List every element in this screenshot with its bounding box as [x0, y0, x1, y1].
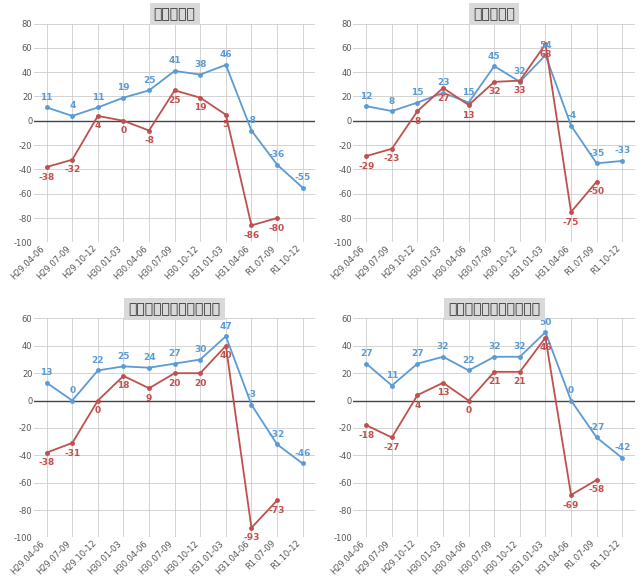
Text: -27: -27: [384, 443, 400, 452]
Text: 23: 23: [437, 78, 449, 87]
Text: 30: 30: [194, 345, 207, 354]
Text: 22: 22: [92, 356, 104, 365]
Text: 33: 33: [514, 86, 526, 95]
Text: 0: 0: [121, 127, 126, 135]
Text: -50: -50: [589, 187, 605, 196]
Text: 0: 0: [69, 386, 75, 395]
Text: -46: -46: [295, 449, 311, 458]
Text: 8: 8: [414, 117, 421, 125]
Text: -38: -38: [39, 458, 55, 467]
Title: 総受注戸数: 総受注戸数: [153, 7, 196, 21]
Text: -23: -23: [384, 154, 400, 163]
Text: 9: 9: [146, 394, 152, 403]
Text: 4: 4: [94, 121, 101, 131]
Text: 27: 27: [437, 93, 449, 103]
Text: 27: 27: [360, 349, 372, 358]
Text: 32: 32: [488, 87, 501, 96]
Text: 32: 32: [437, 342, 449, 351]
Text: 20: 20: [194, 379, 207, 388]
Text: 13: 13: [462, 111, 475, 120]
Text: 20: 20: [168, 379, 181, 388]
Text: 32: 32: [488, 342, 501, 351]
Text: 50: 50: [539, 318, 551, 326]
Text: 25: 25: [168, 96, 181, 105]
Text: -42: -42: [614, 444, 630, 452]
Title: 戸建て注文住宅受注金額: 戸建て注文住宅受注金額: [448, 302, 541, 316]
Text: 11: 11: [386, 371, 398, 380]
Text: 19: 19: [117, 83, 130, 92]
Text: 54: 54: [539, 41, 551, 50]
Text: 13: 13: [40, 368, 53, 377]
Text: 4: 4: [69, 101, 76, 110]
Text: -31: -31: [64, 448, 80, 458]
Text: -75: -75: [563, 217, 579, 227]
Text: 5: 5: [223, 120, 229, 129]
Text: 11: 11: [92, 93, 104, 102]
Text: 45: 45: [488, 51, 501, 61]
Text: 27: 27: [168, 349, 181, 358]
Text: 27: 27: [411, 349, 424, 358]
Text: -27: -27: [589, 423, 605, 432]
Text: -4: -4: [566, 111, 576, 120]
Text: -29: -29: [358, 161, 374, 171]
Text: -8: -8: [144, 136, 154, 145]
Text: -33: -33: [614, 146, 630, 155]
Text: 12: 12: [360, 92, 372, 101]
Text: 11: 11: [40, 93, 53, 102]
Text: -86: -86: [243, 231, 259, 240]
Text: 25: 25: [143, 76, 155, 85]
Text: 19: 19: [194, 103, 207, 113]
Text: -32: -32: [269, 430, 285, 439]
Text: -32: -32: [64, 165, 80, 174]
Text: 0: 0: [568, 386, 574, 395]
Text: -3: -3: [247, 390, 256, 399]
Text: -36: -36: [269, 150, 285, 159]
Text: -38: -38: [39, 173, 55, 181]
Text: -55: -55: [295, 173, 311, 182]
Text: 0: 0: [465, 406, 472, 415]
Text: 21: 21: [488, 377, 501, 387]
Text: 63: 63: [539, 50, 551, 59]
Text: 15: 15: [412, 88, 424, 97]
Text: 25: 25: [117, 352, 130, 361]
Text: 18: 18: [117, 381, 130, 391]
Text: -93: -93: [243, 533, 259, 542]
Text: 38: 38: [194, 60, 207, 69]
Text: 46: 46: [539, 343, 551, 352]
Text: -35: -35: [589, 149, 605, 158]
Text: -80: -80: [269, 224, 285, 233]
Text: -73: -73: [269, 506, 285, 515]
Text: -8: -8: [247, 116, 256, 125]
Text: 40: 40: [220, 352, 232, 360]
Text: 46: 46: [220, 50, 232, 59]
Text: 47: 47: [220, 322, 232, 331]
Title: 総受注金額: 総受注金額: [473, 7, 516, 21]
Title: 戸建て注文住宅受注戸数: 戸建て注文住宅受注戸数: [128, 302, 221, 316]
Text: -18: -18: [358, 431, 374, 440]
Text: -58: -58: [589, 486, 605, 494]
Text: -69: -69: [563, 501, 579, 510]
Text: 15: 15: [462, 88, 475, 97]
Text: 13: 13: [437, 388, 449, 398]
Text: 0: 0: [95, 406, 101, 415]
Text: 4: 4: [414, 401, 421, 410]
Text: 32: 32: [514, 67, 526, 76]
Text: 32: 32: [514, 342, 526, 351]
Text: 24: 24: [143, 353, 155, 362]
Text: 22: 22: [462, 356, 475, 365]
Text: 41: 41: [168, 57, 181, 65]
Text: 21: 21: [514, 377, 526, 387]
Text: 8: 8: [389, 97, 395, 106]
